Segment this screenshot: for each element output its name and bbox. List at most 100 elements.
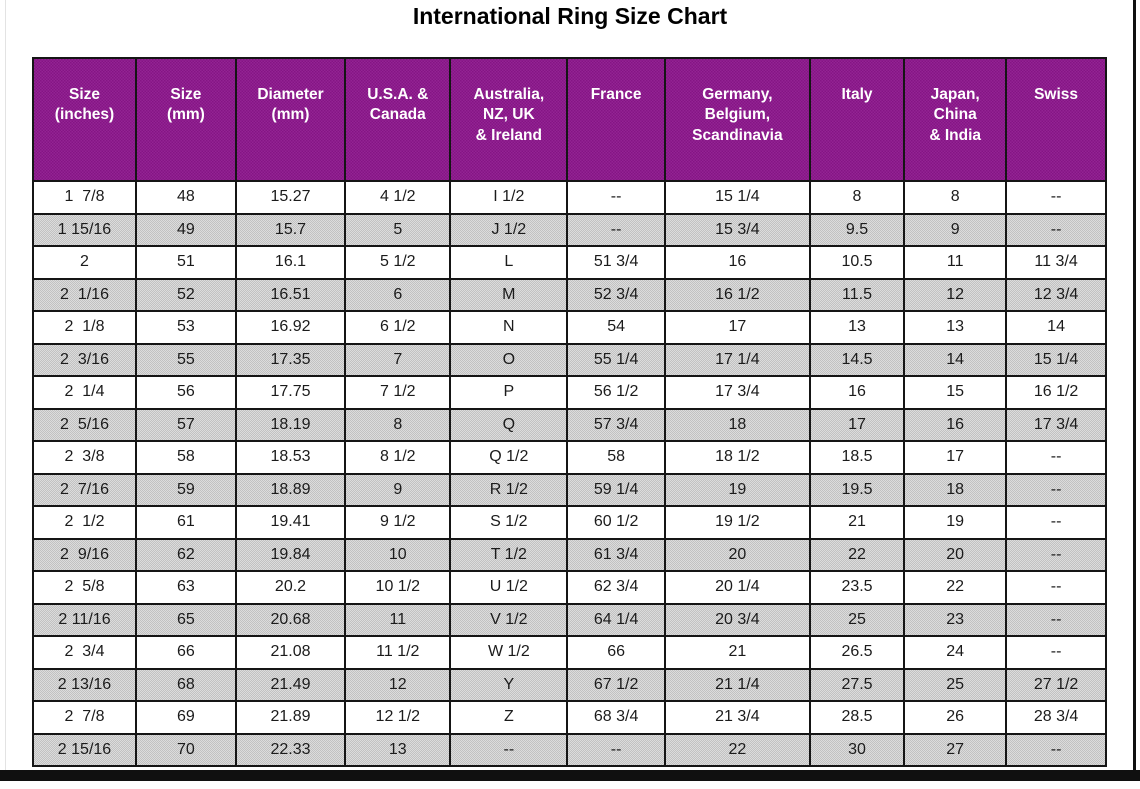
table-cell: 20.2 — [234, 570, 347, 605]
page-frame-left — [5, 0, 6, 770]
column-header: France — [566, 57, 666, 182]
table-cell: 52 — [135, 277, 237, 312]
table-cell: 21.89 — [234, 700, 347, 735]
table-cell: 15 1/4 — [1005, 342, 1107, 377]
table-cell: 4 1/2 — [344, 180, 452, 215]
table-cell: 17 3/4 — [663, 375, 811, 410]
table-cell: 11 — [344, 602, 452, 637]
table-row: 2 5/8 63 20.2 10 1/2 U 1/2 62 3/4 20 1/4 23.5 22… — [32, 570, 1107, 605]
table-cell: V 1/2 — [449, 602, 569, 637]
table-cell: 21.08 — [234, 635, 347, 670]
column-header: Size (mm) — [135, 57, 237, 182]
table-cell: 2 15/16 — [32, 732, 137, 767]
table-cell: 18 — [903, 472, 1008, 507]
table-cell: 9 — [903, 212, 1008, 247]
column-header: Italy — [808, 57, 906, 182]
table-cell: 21 1/4 — [663, 667, 811, 702]
table-cell: 2 1/2 — [32, 505, 137, 540]
table-cell: 22 — [903, 570, 1008, 605]
table-cell: 56 — [135, 375, 237, 410]
page-title: International Ring Size Chart — [412, 3, 728, 29]
table-cell: 60 1/2 — [566, 505, 666, 540]
table-cell: 20 — [903, 537, 1008, 572]
table-cell: 13 — [903, 310, 1008, 345]
table-cell: 61 — [135, 505, 237, 540]
table-cell: 18 1/2 — [663, 440, 811, 475]
table-cell: 19 — [903, 505, 1008, 540]
ring-size-table: Size (inches) Size (mm) Diameter (mm) U.S.A… — [32, 57, 1107, 767]
table-cell: O — [449, 342, 569, 377]
table-cell: 28.5 — [808, 700, 906, 735]
table-cell: 2 3/16 — [32, 342, 137, 377]
table-cell: 19.5 — [808, 472, 906, 507]
table-cell: -- — [1005, 212, 1107, 247]
table-cell: 21 — [808, 505, 906, 540]
table-cell: 48 — [135, 180, 237, 215]
table-cell: 19 — [663, 472, 811, 507]
table-cell: -- — [1005, 440, 1107, 475]
table-cell: 5 — [344, 212, 452, 247]
table-cell: 11 3/4 — [1005, 245, 1107, 280]
table-cell: 23.5 — [808, 570, 906, 605]
table-cell: 2 11/16 — [32, 602, 137, 637]
table-cell: 17.75 — [234, 375, 347, 410]
table-cell: 10 — [344, 537, 452, 572]
table-cell: 2 1/8 — [32, 310, 137, 345]
table-cell: 20.68 — [234, 602, 347, 637]
table-cell: 55 — [135, 342, 237, 377]
table-cell: L — [449, 245, 569, 280]
table-cell: 13 — [808, 310, 906, 345]
table-cell: 54 — [566, 310, 666, 345]
table-row: 2 1/16 52 16.51 6 M 52 3/4 16 1/2 11.5 12 12 3/4 — [32, 277, 1107, 312]
table-cell: 27.5 — [808, 667, 906, 702]
table-cell: 58 — [566, 440, 666, 475]
table-cell: 19.41 — [234, 505, 347, 540]
table-cell: 57 — [135, 407, 237, 442]
table-row: 2 15/16 70 22.33 13 -- -- 22 30 27 -- — [32, 732, 1107, 767]
table-cell: 11 — [903, 245, 1008, 280]
table-cell: 14 — [903, 342, 1008, 377]
table-cell: 16.92 — [234, 310, 347, 345]
table-cell: 59 — [135, 472, 237, 507]
table-cell: 61 3/4 — [566, 537, 666, 572]
table-row: 2 51 16.1 5 1/2 L 51 3/4 16 10.5 11 11 3/4 — [32, 245, 1107, 280]
table-cell: 26 — [903, 700, 1008, 735]
table-cell: -- — [1005, 602, 1107, 637]
table-cell: 22 — [663, 732, 811, 767]
table-cell: 52 3/4 — [566, 277, 666, 312]
table-row: 2 1/2 61 19.41 9 1/2 S 1/2 60 1/2 19 1/2 21 19 -- — [32, 505, 1107, 540]
table-cell: 2 7/16 — [32, 472, 137, 507]
table-cell: 9 — [344, 472, 452, 507]
table-cell: 18.19 — [234, 407, 347, 442]
table-cell: R 1/2 — [449, 472, 569, 507]
table-row: 2 9/16 62 19.84 10 T 1/2 61 3/4 20 22 20 -- — [32, 537, 1107, 572]
table-cell: 17 — [663, 310, 811, 345]
table-cell: 2 9/16 — [32, 537, 137, 572]
table-cell: 17 — [808, 407, 906, 442]
table-cell: U 1/2 — [449, 570, 569, 605]
table-cell: 68 3/4 — [566, 700, 666, 735]
table-cell: -- — [1005, 732, 1107, 767]
table-cell: -- — [566, 212, 666, 247]
table-cell: 25 — [808, 602, 906, 637]
table-cell: 27 — [903, 732, 1008, 767]
table-cell: 17.35 — [234, 342, 347, 377]
table-cell: J 1/2 — [449, 212, 569, 247]
table-cell: 62 — [135, 537, 237, 572]
page-frame-right — [1133, 0, 1136, 770]
table-cell: 2 — [32, 245, 137, 280]
table-cell: 27 1/2 — [1005, 667, 1107, 702]
table-cell: 5 1/2 — [344, 245, 452, 280]
table-cell: 2 7/8 — [32, 700, 137, 735]
table-cell: 12 — [903, 277, 1008, 312]
table-cell: 9.5 — [808, 212, 906, 247]
table-cell: 21.49 — [234, 667, 347, 702]
table-cell: 14.5 — [808, 342, 906, 377]
table-cell: -- — [1005, 635, 1107, 670]
table-cell: 19 1/2 — [663, 505, 811, 540]
table-cell: 18.89 — [234, 472, 347, 507]
table-cell: 25 — [903, 667, 1008, 702]
table-cell: 2 13/16 — [32, 667, 137, 702]
table-cell: 49 — [135, 212, 237, 247]
table-cell: 20 3/4 — [663, 602, 811, 637]
